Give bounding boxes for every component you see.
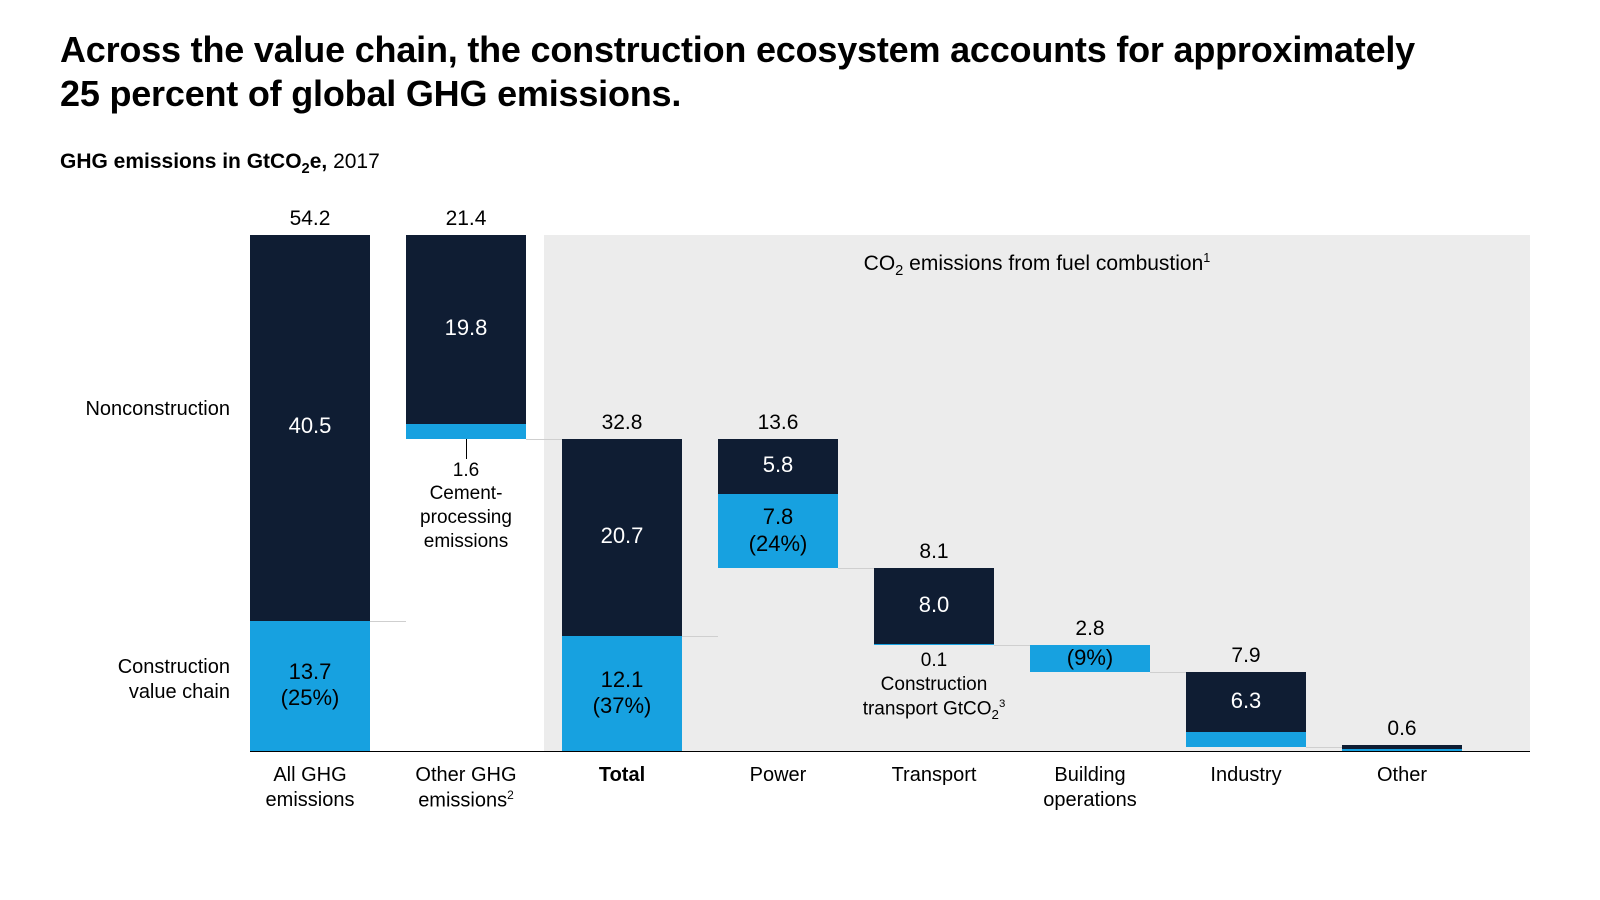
segment-label-other_ghg-dark: 19.8: [406, 315, 526, 341]
chart-title: Across the value chain, the construction…: [60, 28, 1460, 116]
segment-label-all_ghg-blue: 13.7(25%): [250, 659, 370, 712]
bar-other: 0.6: [1342, 745, 1462, 751]
bar-transport: 8.08.1: [874, 568, 994, 645]
side-label-construction: Constructionvalue chain: [60, 655, 230, 705]
bar-power: 7.8(24%)5.813.6: [718, 439, 838, 568]
side-label-nonconstruction: Nonconstruction: [60, 397, 230, 422]
bar-top-value-all_ghg: 54.2: [250, 207, 370, 231]
segment-other-dark: [1342, 745, 1462, 749]
segment-other_ghg-blue: [406, 424, 526, 439]
bar-all_ghg: 13.7(25%)40.554.2: [250, 235, 370, 751]
x-label-total: Total: [542, 763, 702, 788]
bar-top-value-power: 13.6: [718, 411, 838, 435]
callout-transport: 0.1Constructiontransport GtCO23: [814, 649, 1054, 723]
bar-top-value-other: 0.6: [1342, 717, 1462, 741]
x-label-power: Power: [698, 763, 858, 788]
chart-subtitle: GHG emissions in GtCO2e, 2017: [60, 150, 1540, 177]
segment-label-total-blue: 12.1(37%): [562, 667, 682, 720]
bar-top-value-total: 32.8: [562, 411, 682, 435]
x-label-other: Other: [1322, 763, 1482, 788]
segment-transport-blue: [874, 644, 994, 645]
waterfall-chart: CO2 emissions from fuel combustion1 Nonco…: [60, 203, 1530, 843]
segment-label-power-dark: 5.8: [718, 452, 838, 478]
segment-label-power-blue: 7.8(24%): [718, 504, 838, 557]
x-label-industry: Industry: [1166, 763, 1326, 788]
bar-top-value-transport: 8.1: [874, 540, 994, 564]
bar-building_ops: 2.8(9%): [1030, 645, 1150, 672]
bar-industry: 6.37.9: [1186, 672, 1306, 747]
panel-title: CO2 emissions from fuel combustion1: [544, 251, 1530, 279]
x-label-transport: Transport: [854, 763, 1014, 788]
callout-other_ghg: 1.6Cement-processingemissions: [386, 459, 546, 554]
segment-label-transport-dark: 8.0: [874, 592, 994, 618]
x-label-other_ghg: Other GHGemissions2: [386, 763, 546, 814]
bar-top-value-building_ops: 2.8: [1030, 617, 1150, 641]
segment-label-total-dark: 20.7: [562, 523, 682, 549]
bar-total: 12.1(37%)20.732.8: [562, 439, 682, 751]
x-label-building_ops: Buildingoperations: [1010, 763, 1170, 813]
bar-top-value-industry: 7.9: [1186, 644, 1306, 668]
x-label-all_ghg: All GHGemissions: [230, 763, 390, 813]
segment-other-blue: [1342, 749, 1462, 751]
segment-label-building_ops-blue: (9%): [1030, 645, 1150, 671]
bar-top-value-other_ghg: 21.4: [406, 207, 526, 231]
bar-other_ghg: 19.821.4: [406, 235, 526, 439]
segment-industry-blue: [1186, 732, 1306, 747]
segment-label-industry-dark: 6.3: [1186, 688, 1306, 714]
segment-label-all_ghg-dark: 40.5: [250, 413, 370, 439]
